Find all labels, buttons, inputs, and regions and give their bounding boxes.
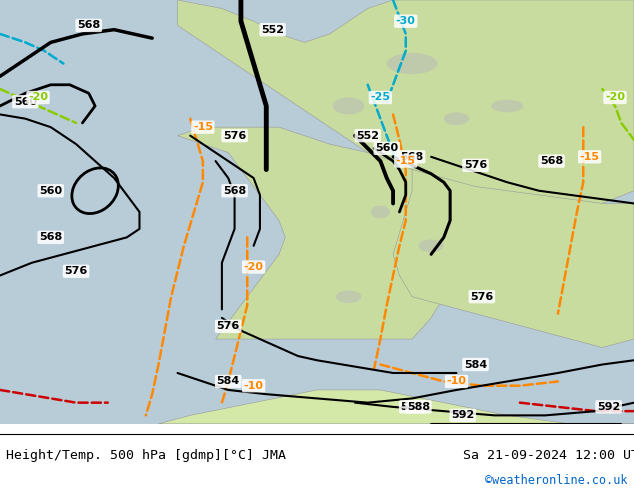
Text: 568: 568 <box>401 152 424 162</box>
Text: -10: -10 <box>446 376 467 387</box>
Text: 588: 588 <box>407 402 430 412</box>
Text: 584: 584 <box>464 360 487 369</box>
Ellipse shape <box>387 53 437 74</box>
Text: ©weatheronline.co.uk: ©weatheronline.co.uk <box>485 473 628 487</box>
Text: 576: 576 <box>464 160 487 171</box>
Text: -15: -15 <box>396 156 416 166</box>
Ellipse shape <box>418 240 444 252</box>
Text: 560: 560 <box>375 144 398 153</box>
Text: 568: 568 <box>223 186 246 196</box>
Text: -10: -10 <box>243 381 264 391</box>
Text: 592: 592 <box>451 410 474 420</box>
Text: Height/Temp. 500 hPa [gdmp][°C] JMA: Height/Temp. 500 hPa [gdmp][°C] JMA <box>6 449 287 462</box>
Text: 552: 552 <box>261 24 284 35</box>
Text: 584: 584 <box>217 376 240 387</box>
Text: -15: -15 <box>193 122 213 132</box>
Text: -20: -20 <box>28 93 48 102</box>
Text: 592: 592 <box>597 402 620 412</box>
Text: 568: 568 <box>77 21 100 30</box>
Text: 588: 588 <box>401 402 424 412</box>
Text: 576: 576 <box>65 266 87 276</box>
Ellipse shape <box>491 99 523 112</box>
Ellipse shape <box>336 291 361 303</box>
Text: 560: 560 <box>14 97 37 107</box>
Text: -20: -20 <box>605 93 625 102</box>
Text: Sa 21-09-2024 12:00 UTC (12+24): Sa 21-09-2024 12:00 UTC (12+24) <box>463 449 634 462</box>
Text: 568: 568 <box>39 232 62 243</box>
Polygon shape <box>158 390 634 424</box>
Text: -25: -25 <box>370 93 391 102</box>
Polygon shape <box>178 127 463 339</box>
Ellipse shape <box>371 206 390 218</box>
Text: 552: 552 <box>356 131 379 141</box>
Text: 560: 560 <box>39 186 62 196</box>
Polygon shape <box>178 0 634 212</box>
Ellipse shape <box>444 112 469 125</box>
Text: 576: 576 <box>217 321 240 331</box>
Text: 568: 568 <box>540 156 563 166</box>
Text: 576: 576 <box>470 292 493 302</box>
Text: 576: 576 <box>223 131 246 141</box>
Text: -20: -20 <box>243 262 264 272</box>
Polygon shape <box>393 170 634 347</box>
Ellipse shape <box>333 98 365 115</box>
Text: -30: -30 <box>396 16 416 26</box>
Text: -15: -15 <box>579 152 600 162</box>
